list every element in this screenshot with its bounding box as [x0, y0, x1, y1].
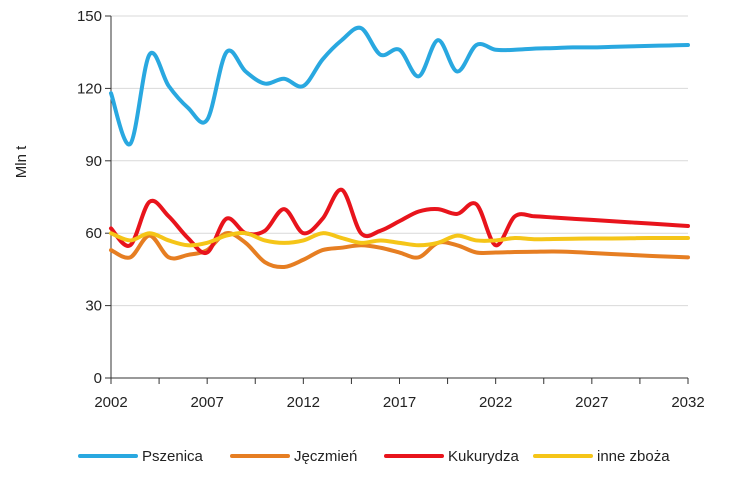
- legend-label: Jęczmień: [294, 448, 357, 465]
- y-tick-label: 120: [77, 80, 102, 97]
- axes: [105, 15, 689, 384]
- series-line-pszenica: [109, 25, 690, 147]
- x-tick-label: 2027: [575, 394, 608, 411]
- series-line-kukurydza: [109, 187, 690, 256]
- legend-label: inne zboża: [597, 448, 670, 465]
- y-tick-label: 150: [77, 8, 102, 25]
- legend: Pszenica Jęczmień Kukurydza inne zboża: [78, 448, 670, 465]
- y-tick-label: 0: [94, 370, 102, 387]
- y-tick-label: 30: [85, 298, 102, 315]
- x-tick-label: 2002: [94, 394, 127, 411]
- series-line-inne-zbo-a: [109, 231, 690, 248]
- x-tick-label: 2032: [671, 394, 704, 411]
- x-tick-label: 2022: [479, 394, 512, 411]
- tick-labels: 0 30 60 90 120 150 2002 2007 2012 2017 2022 2027 203…: [77, 8, 705, 411]
- grid: [111, 15, 688, 307]
- series-lines: [109, 25, 690, 270]
- y-tick-label: 90: [85, 153, 102, 170]
- x-tick-label: 2017: [383, 394, 416, 411]
- y-tick-label: 60: [85, 225, 102, 242]
- legend-label: Pszenica: [142, 448, 204, 465]
- y-axis-label: Mln t: [13, 145, 30, 178]
- x-tick-label: 2007: [190, 394, 223, 411]
- x-tick-label: 2012: [287, 394, 320, 411]
- legend-label: Kukurydza: [448, 448, 520, 465]
